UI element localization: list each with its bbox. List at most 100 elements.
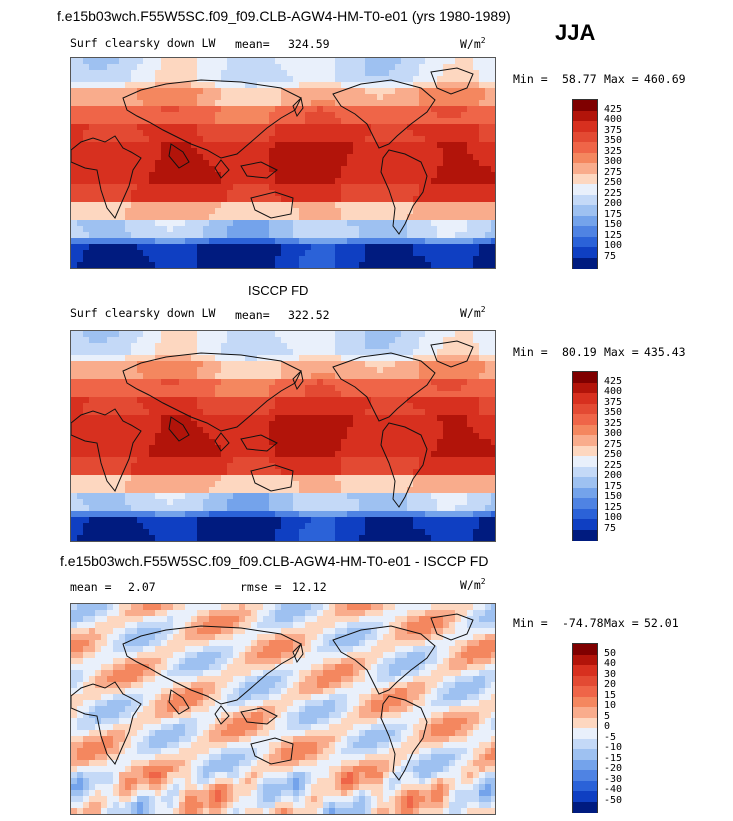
panel1-field-cell	[101, 70, 108, 77]
panel2-field-cell	[353, 499, 360, 506]
panel1-field-cell	[377, 250, 384, 257]
panel1-field-cell	[107, 220, 114, 227]
panel2-field-cell	[95, 475, 102, 482]
panel1-field-cell	[149, 172, 156, 179]
panel2-field-cell	[239, 373, 246, 380]
panel2-field-cell	[71, 403, 78, 410]
panel2-field-cell	[191, 451, 198, 458]
panel1-field-cell	[479, 208, 486, 215]
panel1-field-cell	[395, 58, 402, 65]
panel2-field-cell	[149, 469, 156, 476]
panel2-field-cell	[215, 391, 222, 398]
panel1-field-cell	[383, 232, 390, 239]
panel2-field-cell	[407, 487, 414, 494]
panel1-field-cell	[101, 106, 108, 113]
panel2-field-cell	[125, 415, 132, 422]
panel2-field-cell	[335, 475, 342, 482]
panel2-field-cell	[419, 379, 426, 386]
panel2-field-cell	[275, 505, 282, 512]
panel2-field-cell	[185, 433, 192, 440]
panel1-field-cell	[383, 238, 390, 245]
panel1-field-cell	[455, 226, 462, 233]
panel1-field-cell	[203, 244, 210, 251]
panel2-field-cell	[161, 505, 168, 512]
panel1-field-cell	[341, 154, 348, 161]
panel2-field-cell	[263, 343, 270, 350]
panel2-field-cell	[203, 487, 210, 494]
panel1-field-cell	[167, 244, 174, 251]
panel2-field-cell	[221, 481, 228, 488]
panel2-field-cell	[209, 385, 216, 392]
panel1-field-cell	[449, 226, 456, 233]
panel2-field-cell	[305, 427, 312, 434]
panel1-field-cell	[257, 154, 264, 161]
panel2-field-cell	[383, 367, 390, 374]
panel2-field-cell	[191, 457, 198, 464]
panel2-field-cell	[467, 355, 474, 362]
panel1-field-cell	[155, 148, 162, 155]
panel1-field-cell	[479, 178, 486, 185]
panel2-field-cell	[485, 421, 492, 428]
panel2-field-cell	[389, 493, 396, 500]
panel2-field-cell	[395, 409, 402, 416]
panel2-field-cell	[107, 361, 114, 368]
panel1-field-cell	[227, 118, 234, 125]
panel2-field-cell	[377, 469, 384, 476]
panel1-field-cell	[335, 256, 342, 263]
panel2-field-cell	[473, 433, 480, 440]
panel2-field-cell	[431, 481, 438, 488]
panel2-field-cell	[281, 415, 288, 422]
panel2-field-cell	[491, 481, 495, 488]
panel2-field-cell	[377, 427, 384, 434]
panel1-field-cell	[431, 178, 438, 185]
panel2-field-cell	[167, 349, 174, 356]
panel1-field-cell	[305, 178, 312, 185]
panel1-field-cell	[131, 172, 138, 179]
panel2-field-cell	[335, 391, 342, 398]
panel2-field-cell	[185, 487, 192, 494]
panel2-mean-value: 322.52	[288, 308, 330, 322]
panel1-field-cell	[71, 94, 78, 101]
panel2-field-cell	[119, 535, 126, 541]
panel2-field-cell	[275, 499, 282, 506]
panel2-field-cell	[287, 451, 294, 458]
panel2-field-cell	[179, 469, 186, 476]
panel1-field-cell	[329, 250, 336, 257]
panel1-field-cell	[233, 202, 240, 209]
panel2-field-cell	[197, 421, 204, 428]
panel2-field-cell	[281, 517, 288, 524]
panel2-field-cell	[245, 397, 252, 404]
panel1-field-cell	[197, 82, 204, 89]
panel2-field-cell	[143, 373, 150, 380]
panel1-field-cell	[245, 208, 252, 215]
panel2-field-cell	[485, 451, 492, 458]
panel1-field-cell	[311, 100, 318, 107]
panel2-field-cell	[281, 349, 288, 356]
panel2-field-cell	[119, 529, 126, 536]
panel1-field-cell	[461, 214, 468, 221]
panel2-field-cell	[83, 379, 90, 386]
panel1-field-cell	[293, 106, 300, 113]
panel1-field-cell	[299, 172, 306, 179]
panel1-field-cell	[329, 262, 336, 268]
panel1-field-cell	[449, 190, 456, 197]
panel1-field-cell	[113, 118, 120, 125]
panel2-field-cell	[215, 367, 222, 374]
panel1-field-cell	[395, 196, 402, 203]
panel2-field-cell	[347, 451, 354, 458]
panel2-field-cell	[233, 385, 240, 392]
panel2-field-cell	[107, 385, 114, 392]
panel1-field-cell	[473, 82, 480, 89]
panel1-field-cell	[293, 202, 300, 209]
panel1-field-cell	[77, 172, 84, 179]
panel1-field-cell	[299, 244, 306, 251]
panel2-field-cell	[323, 337, 330, 344]
panel2-field-cell	[263, 379, 270, 386]
panel1-field-cell	[83, 202, 90, 209]
panel1-field-cell	[185, 226, 192, 233]
panel1-field-cell	[185, 118, 192, 125]
panel2-field-cell	[371, 403, 378, 410]
panel1-field-cell	[449, 160, 456, 167]
panel1-field-cell	[407, 220, 414, 227]
panel2-field-cell	[95, 457, 102, 464]
